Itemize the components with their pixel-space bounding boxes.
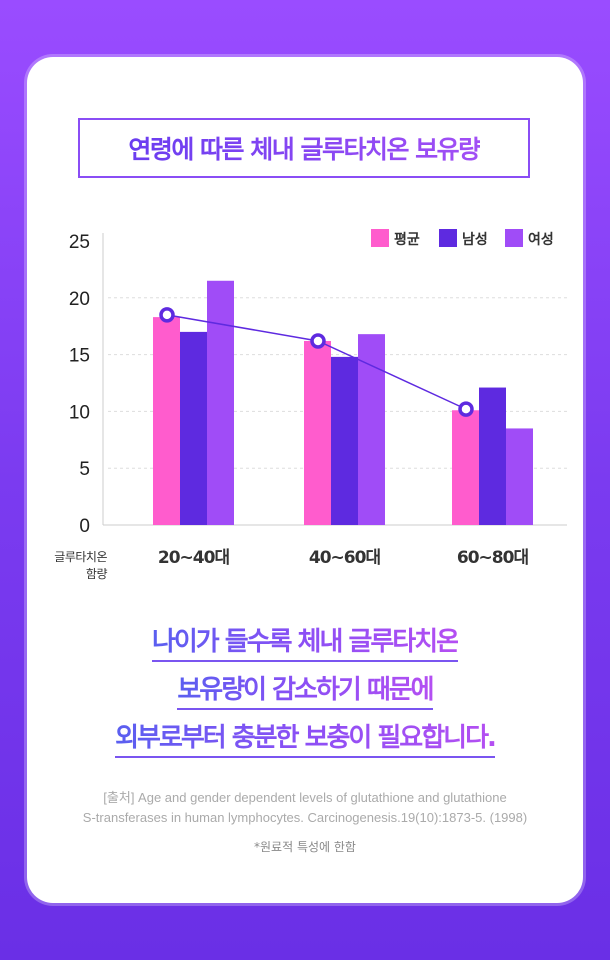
y-tick-label: 20 [69,289,90,310]
bar-평균 [304,340,331,525]
legend-swatch [371,229,389,247]
message-line: 나이가 들수록 체내 글루타치온 [151,624,460,662]
bar-여성 [358,334,385,525]
source-citation: [출처] Age and gender dependent levels of … [0,788,610,828]
bar-평균 [452,410,479,525]
bar-chart: 0 5 10 15 20 25 20~40대 40~60대 60~80대 평균 남성 여성 [69,229,567,568]
y-tick-label: 10 [69,402,90,423]
legend-swatch [439,229,457,247]
legend-label: 남성 [462,231,488,248]
chart-title: 연령에 따른 체내 글루타치온 보유량 [128,130,481,166]
x-tick-label: 40~60대 [309,548,381,568]
conclusion-message: 나이가 들수록 체내 글루타치온 보유량이 감소하기 때문에 외부로부터 충분한… [0,624,610,768]
x-tick-label: 60~80대 [457,548,529,568]
bar-남성 [331,356,358,525]
title-box: 연령에 따른 체내 글루타치온 보유량 [78,118,530,178]
y-tick-label: 5 [79,459,90,480]
bar-여성 [207,280,234,525]
bar-남성 [180,331,207,525]
legend-swatch [505,229,523,247]
trend-point [458,401,474,417]
bar-평균 [153,317,180,525]
trend-point [310,333,326,349]
source-line: [출처] Age and gender dependent levels of … [103,790,507,805]
trend-point [159,307,175,323]
bar-여성 [506,428,533,525]
y-axis-name-line: 글루타치온 [54,550,107,564]
source-line: S-transferases in human lymphocytes. Car… [82,810,528,825]
message-line: 보유량이 감소하기 때문에 [177,672,435,710]
y-tick-label: 0 [79,516,90,537]
message-line: 외부로부터 충분한 보충이 필요합니다. [115,720,497,758]
y-tick-label: 15 [69,346,90,367]
y-axis-name-line: 함량 [85,567,108,581]
y-tick-label: 25 [69,232,90,253]
x-tick-label: 20~40대 [158,548,230,568]
legend-label: 평균 [394,231,420,248]
bar-남성 [479,387,506,525]
footnote: *원료적 특성에 한함 [254,840,356,854]
legend-label: 여성 [528,231,554,248]
